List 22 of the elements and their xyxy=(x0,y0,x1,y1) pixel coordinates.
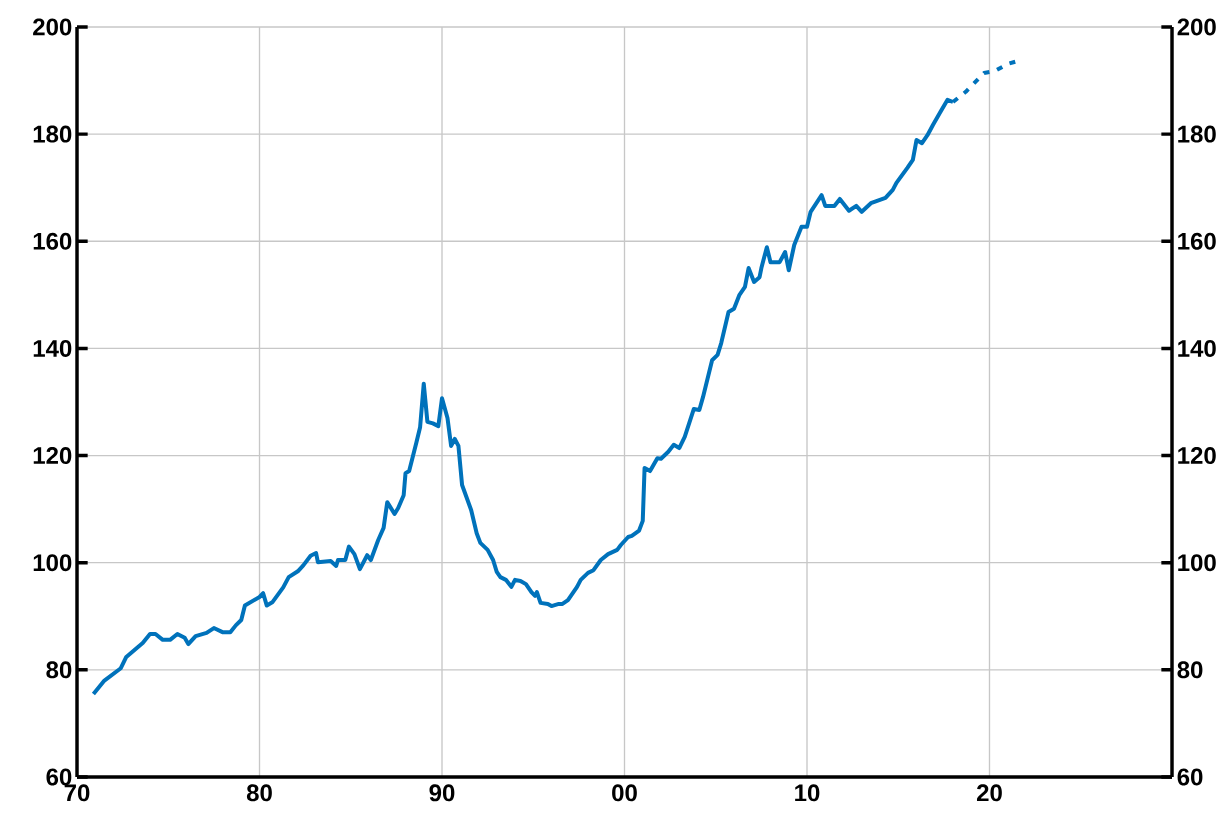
y2-tick-label: 120 xyxy=(33,447,72,465)
y-tick-label: 180 xyxy=(1178,125,1216,143)
x-tick-label: 10 xyxy=(795,784,820,802)
y-tick-label: 80 xyxy=(1177,661,1203,679)
y2-tick-label: 200 xyxy=(33,18,72,36)
y-tick-label: 120 xyxy=(1178,447,1216,465)
y2-tick-label: 140 xyxy=(33,339,72,357)
y-tick-label: 100 xyxy=(1178,554,1216,572)
y2-tick-label: 60 xyxy=(46,768,72,786)
x-tick-label: 80 xyxy=(246,784,272,802)
y-tick-label: 200 xyxy=(1177,18,1216,36)
y2-tick-label: 160 xyxy=(33,232,72,250)
y-tick-label: 140 xyxy=(1178,339,1216,357)
x-tick-label: 90 xyxy=(429,784,455,802)
y2-tick-label: 180 xyxy=(33,125,72,143)
x-tick-label: 70 xyxy=(64,784,90,802)
x-tick-label: 20 xyxy=(976,784,1002,802)
y2-tick-label: 100 xyxy=(33,554,72,572)
x-tick-label: 00 xyxy=(612,784,637,802)
y-tick-label: 160 xyxy=(1178,232,1216,250)
y2-tick-label: 80 xyxy=(46,661,72,679)
y-tick-label: 60 xyxy=(1177,768,1203,786)
